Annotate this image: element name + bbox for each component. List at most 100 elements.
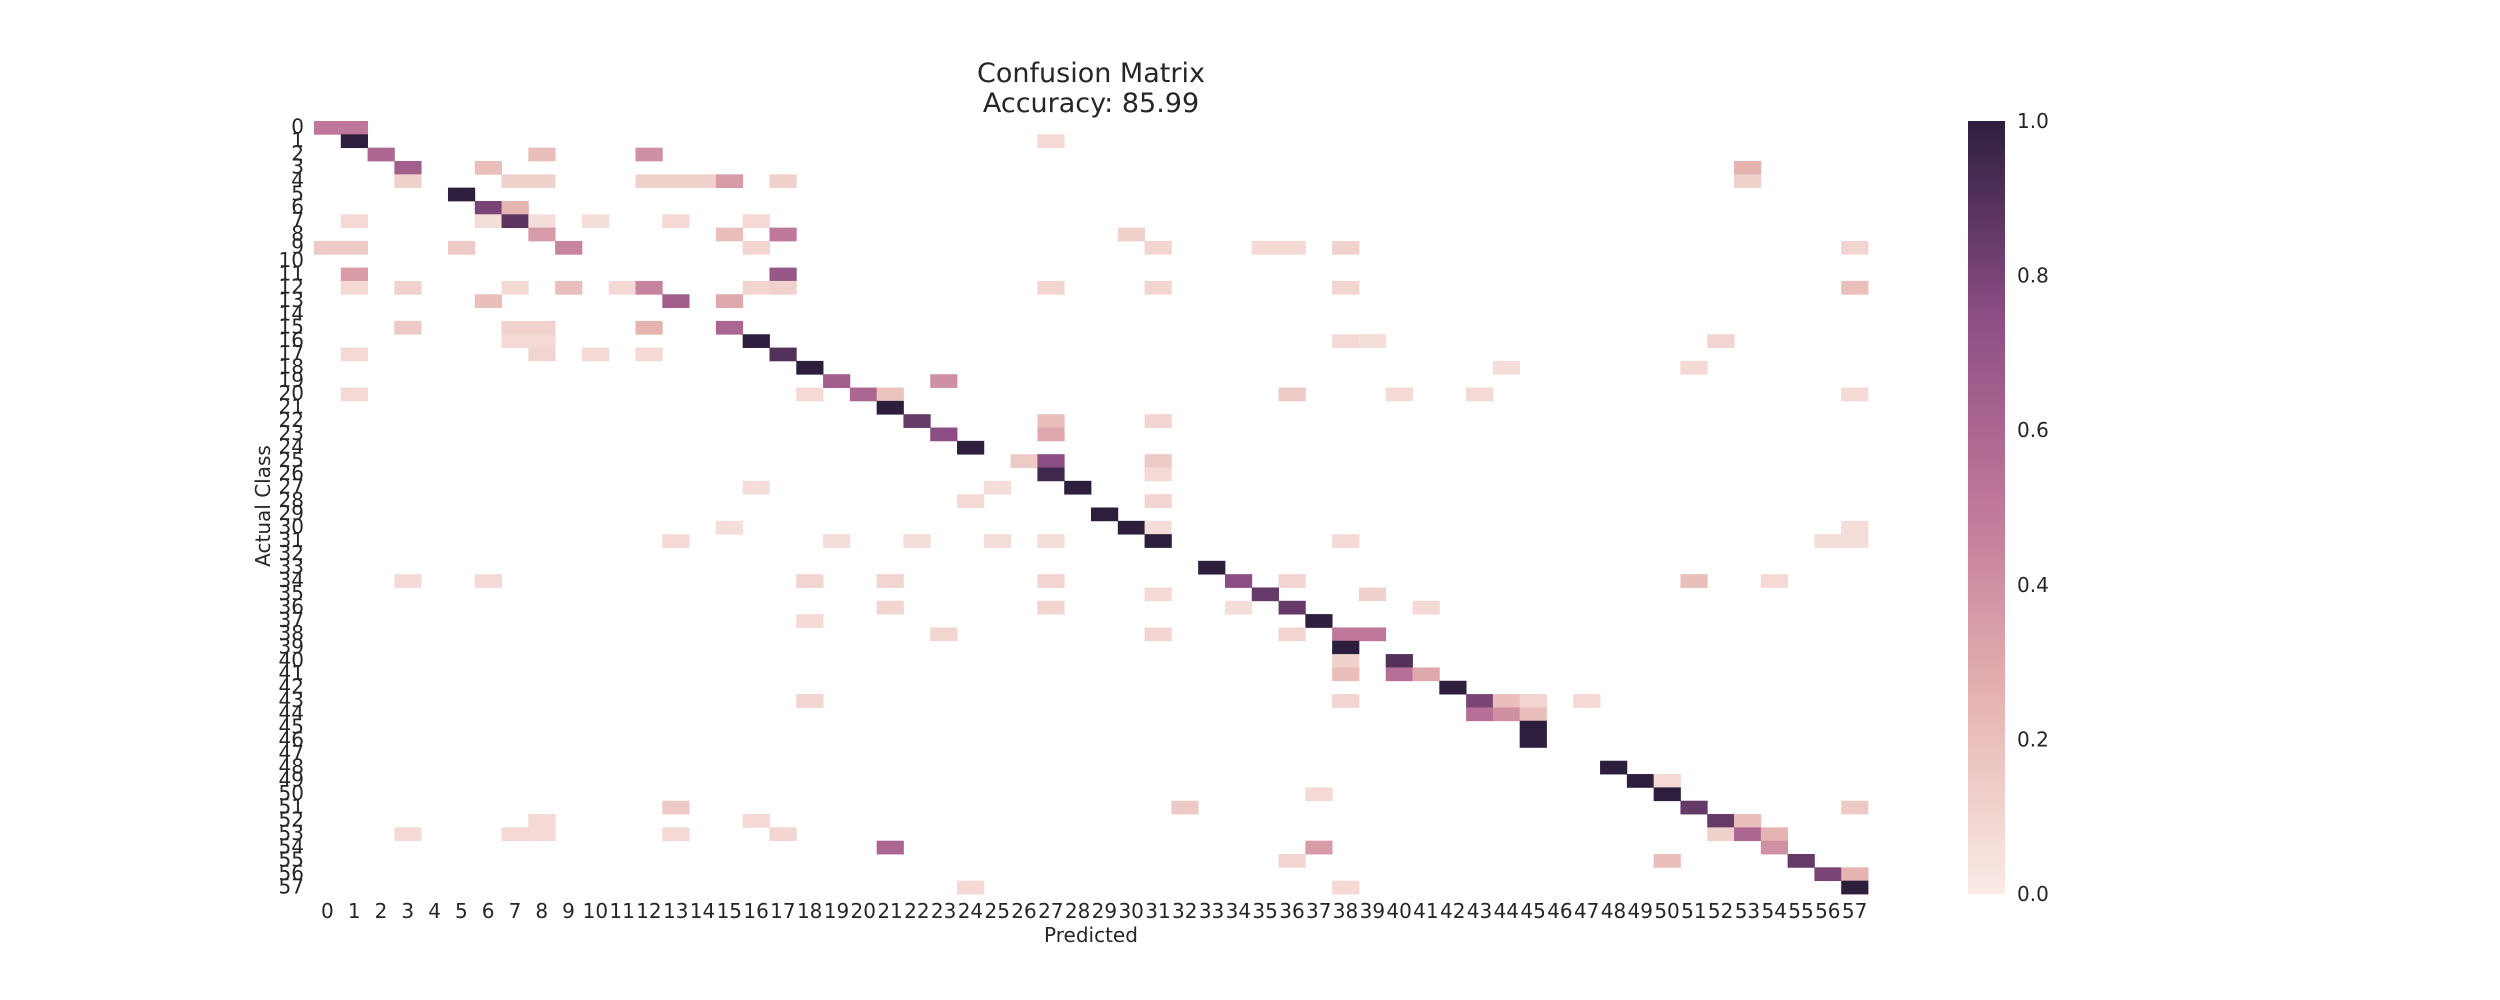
y-tick-label: 50 xyxy=(279,781,304,805)
x-tick-label: 17 xyxy=(770,899,795,923)
y-tick-label: 31 xyxy=(279,528,304,552)
heatmap-cell xyxy=(1251,587,1279,602)
y-tick-label: 57 xyxy=(279,874,304,898)
heatmap-cell xyxy=(501,174,529,189)
heatmap-cell xyxy=(608,280,636,295)
heatmap-cell xyxy=(1841,880,1869,895)
heatmap-cell xyxy=(314,240,342,255)
heatmap-cell xyxy=(1439,680,1467,695)
x-tick-label: 31 xyxy=(1145,899,1170,923)
x-tick-label: 19 xyxy=(824,899,849,923)
y-tick-label: 51 xyxy=(279,794,304,818)
heatmap-cell xyxy=(1278,600,1306,615)
heatmap-cell xyxy=(1385,387,1413,402)
x-tick-label: 11 xyxy=(609,899,634,923)
colorbar-tick-label: 1.0 xyxy=(2017,109,2049,133)
colorbar-tick-label: 0.8 xyxy=(2017,264,2049,288)
heatmap-cell xyxy=(340,240,368,255)
x-tick-label: 46 xyxy=(1547,899,1572,923)
x-tick-label: 20 xyxy=(851,899,876,923)
y-tick-label: 37 xyxy=(279,608,304,632)
x-tick-label: 57 xyxy=(1842,899,1867,923)
heatmap-cell xyxy=(742,214,770,229)
colorbar-tick-label: 0.4 xyxy=(2017,573,2049,597)
heatmap-cell xyxy=(957,494,985,508)
y-tick-label: 43 xyxy=(279,688,304,712)
x-axis-label: Predicted xyxy=(1044,923,1138,947)
x-tick-label: 10 xyxy=(583,899,608,923)
heatmap-cell xyxy=(715,174,744,189)
heatmap-cell xyxy=(1144,414,1172,428)
heatmap-cell xyxy=(394,827,422,842)
heatmap-cell xyxy=(1492,694,1521,708)
x-tick-label: 8 xyxy=(535,899,548,923)
heatmap-cell xyxy=(501,214,529,229)
heatmap-cell xyxy=(1385,654,1413,668)
heatmap-cell xyxy=(1332,240,1360,255)
heatmap-cell xyxy=(501,200,529,215)
x-tick-label: 4 xyxy=(428,899,441,923)
heatmap-cell xyxy=(662,800,690,815)
heatmap-cell xyxy=(1841,867,1869,882)
heatmap-cell xyxy=(528,334,556,348)
heatmap-cell xyxy=(1385,667,1413,682)
heatmap-cell xyxy=(1707,814,1735,828)
heatmap-cell xyxy=(1305,840,1333,855)
heatmap-cell xyxy=(796,387,824,402)
heatmap-cell xyxy=(555,240,583,255)
heatmap-cell xyxy=(957,440,985,455)
heatmap-cell xyxy=(1117,520,1145,535)
heatmap-cell xyxy=(1680,800,1708,815)
x-tick-label: 44 xyxy=(1494,899,1519,923)
heatmap-cell xyxy=(1278,574,1306,588)
x-tick-label: 54 xyxy=(1761,899,1786,923)
y-tick-label: 0 xyxy=(291,115,304,139)
x-tick-label: 2 xyxy=(375,899,388,923)
y-tick-label: 8 xyxy=(291,221,304,245)
x-tick-label: 0 xyxy=(321,899,334,923)
heatmap-cell xyxy=(1144,520,1172,535)
x-tick-label: 52 xyxy=(1708,899,1733,923)
x-tick-label: 6 xyxy=(482,899,495,923)
heatmap-cell xyxy=(1626,774,1655,788)
heatmap-cell xyxy=(876,574,904,588)
heatmap-cell xyxy=(1841,240,1869,255)
x-tick-label: 49 xyxy=(1628,899,1653,923)
heatmap-cell xyxy=(1358,334,1387,348)
heatmap-cell xyxy=(528,320,556,335)
heatmap-cell xyxy=(1144,534,1172,548)
x-tick-label: 15 xyxy=(717,899,742,923)
heatmap-cell xyxy=(715,320,744,335)
y-tick-labels: 0123456789101112131415161718192021222324… xyxy=(279,115,304,899)
colorbar-tick-label: 0.0 xyxy=(2017,882,2049,906)
x-tick-label: 9 xyxy=(562,899,575,923)
heatmap-cell xyxy=(314,121,342,135)
heatmap-cell xyxy=(1760,840,1789,855)
heatmap-cell xyxy=(1332,880,1360,895)
heatmap-cell xyxy=(1492,360,1521,375)
y-tick-label: 21 xyxy=(279,395,304,419)
heatmap-cell xyxy=(662,827,690,842)
x-tick-label: 47 xyxy=(1574,899,1599,923)
y-tick-label: 41 xyxy=(279,661,304,685)
y-tick-label: 4 xyxy=(291,168,304,192)
heatmap-cell xyxy=(1305,787,1333,802)
heatmap-cell xyxy=(528,174,556,189)
x-tick-label: 34 xyxy=(1226,899,1251,923)
y-tick-label: 35 xyxy=(279,581,304,605)
heatmap-cell xyxy=(1251,240,1279,255)
heatmap-cell xyxy=(1734,814,1762,828)
heatmap-cell xyxy=(1278,240,1306,255)
heatmap-cell xyxy=(1037,414,1065,428)
heatmap-cell xyxy=(1707,334,1735,348)
y-tick-label: 47 xyxy=(279,741,304,765)
y-tick-label: 40 xyxy=(279,648,304,672)
heatmap-cell xyxy=(340,347,368,362)
y-tick-label: 13 xyxy=(279,288,304,312)
heatmap-cell xyxy=(340,387,368,402)
heatmap-cell xyxy=(662,214,690,229)
heatmap-cell xyxy=(662,174,690,189)
x-tick-label: 21 xyxy=(877,899,902,923)
heatmap-cell xyxy=(340,267,368,282)
x-tick-label: 55 xyxy=(1788,899,1813,923)
